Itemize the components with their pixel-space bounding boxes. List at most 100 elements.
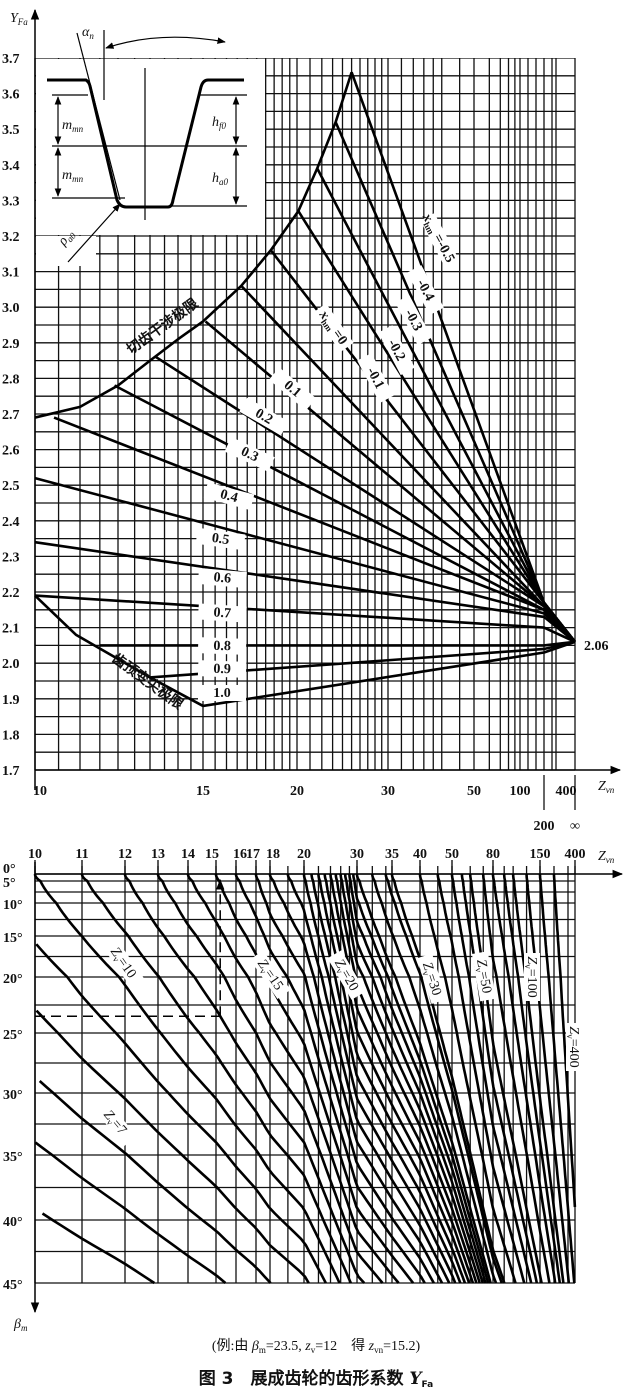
series-label: 0.5 — [211, 531, 230, 548]
label-background — [269, 367, 317, 411]
label-background — [195, 527, 246, 551]
series-line-xhm-0_6 — [34, 540, 576, 643]
zv-line-label: Zv=7 — [99, 1108, 129, 1139]
bottom-chart-axes: βm Zvn 10 11 12 13 14 15 16 17 18 20 30 35 40 50 80 150… — [3, 847, 624, 1333]
x-tick-label: 30 — [350, 847, 364, 862]
figure-title-text: 图 3 展成齿轮的齿形系数 — [199, 1368, 410, 1389]
series-label: 0.8 — [213, 639, 231, 655]
tooth-profile — [47, 78, 244, 209]
beta-tick-label: 10° — [3, 898, 23, 913]
x-tick-label: 400 — [556, 784, 577, 799]
zv-line-120 — [525, 873, 571, 1284]
x-tick-label: 10 — [28, 847, 42, 862]
beta-tick-label: 35° — [3, 1150, 23, 1165]
blank-area — [0, 0, 629, 58]
zv-line-23 — [323, 873, 471, 1284]
y-tick-label: 2.0 — [2, 657, 20, 672]
zv-line-40 — [418, 873, 517, 1284]
y-tick-label: 2.1 — [2, 622, 20, 637]
addendum-label: ha0 — [212, 171, 229, 187]
y-tick-label: 1.7 — [2, 764, 20, 779]
label-background — [378, 325, 415, 376]
x-tick-label: 50 — [445, 847, 459, 862]
zv-line-35 — [390, 873, 506, 1284]
beta-tick-label: 0° — [3, 862, 16, 877]
x-tick-label: 80 — [486, 847, 500, 862]
zv-line-70 — [481, 873, 551, 1284]
label-background — [327, 950, 366, 1000]
x-tick-label: 14 — [181, 847, 195, 862]
zv-line-10 — [33, 873, 341, 1284]
beta-tick-label: 30° — [3, 1088, 23, 1103]
x-tick-label: 100 — [510, 784, 531, 799]
bottom-chart-grid — [34, 866, 576, 1284]
y-axis-label: YFa — [10, 11, 28, 27]
label-background — [249, 950, 291, 999]
zv-line-14 — [186, 873, 400, 1284]
top-chart-axes: YFa Zvn 2.06 1.7 1.8 1.9 2.0 2.1 2.2 2.3 2.4 2.5… — [2, 8, 622, 834]
zv-line-34 — [384, 873, 503, 1284]
beta-tick-label: 15° — [3, 931, 23, 946]
x-tick-label: 400 — [565, 847, 586, 862]
zv-line-29 — [352, 873, 490, 1284]
y-tick-label: 1.9 — [2, 693, 20, 708]
x-tick-label: 15 — [205, 847, 219, 862]
y-tick-label: 3.3 — [2, 194, 20, 209]
label-background — [197, 660, 247, 678]
x-axis-label: Zvn — [598, 779, 615, 795]
angle-arc — [105, 36, 226, 49]
y-tick-label: 2.3 — [2, 550, 20, 565]
y-tick-label: 3.2 — [2, 230, 20, 245]
label-background — [471, 951, 496, 1002]
x-tick-label: 10 — [33, 784, 47, 799]
zv-line-12 — [123, 873, 366, 1284]
zv-line-label: Zv=400 — [565, 1026, 581, 1067]
zv-line-50 — [450, 873, 533, 1284]
module-label: mmn — [62, 168, 84, 184]
x-tick-label: 15 — [196, 784, 210, 799]
zv-line-22 — [317, 873, 467, 1284]
zv-line-60 — [468, 873, 543, 1284]
zv-line-13 — [156, 873, 384, 1284]
label-background — [312, 303, 354, 352]
beta-axis-label: βm — [13, 1317, 28, 1333]
series-label: 0.9 — [213, 662, 231, 678]
label-background — [224, 436, 275, 472]
zv-line-20 — [302, 873, 457, 1284]
zv-line-label: Zv=50 — [472, 958, 494, 994]
y-tick-label: 3.0 — [2, 301, 20, 316]
x-tick-label: 12 — [118, 847, 132, 862]
zv-line-11 — [80, 873, 352, 1284]
zv-line-19 — [286, 873, 451, 1284]
x-tick-label: 35 — [385, 847, 399, 862]
label-background — [357, 353, 394, 404]
x-tick-label: 150 — [530, 847, 551, 862]
beta-tick-label: 25° — [3, 1028, 23, 1043]
infinity-value-label: 2.06 — [584, 639, 609, 654]
label-background — [93, 1098, 137, 1146]
zv-line-27 — [343, 873, 484, 1284]
zv-line-16 — [234, 873, 426, 1284]
y-tick-label: 2.6 — [2, 444, 20, 459]
zv-line-21 — [310, 873, 462, 1284]
y-tick-label: 3.5 — [2, 123, 20, 138]
label-background — [102, 938, 144, 987]
y-tick-label: 2.8 — [2, 372, 20, 387]
y-tick-label: 1.8 — [2, 728, 20, 743]
undercut-limit-curve — [34, 71, 353, 419]
series-line-xhm-0 — [240, 284, 576, 643]
top-chart-grid — [0, 0, 629, 771]
figure-title: 图 3 展成齿轮的齿形系数 YFa — [199, 1368, 434, 1390]
beta-tick-label: 40° — [3, 1215, 23, 1230]
series-label: 0.6 — [213, 570, 232, 586]
label-background — [197, 637, 247, 655]
zv-line-17 — [254, 873, 435, 1284]
label-background — [416, 953, 447, 1005]
zv-line-80 — [491, 873, 557, 1284]
zv-line-25 — [334, 873, 478, 1284]
zv-line-6 — [34, 1141, 227, 1284]
label-background — [203, 482, 255, 511]
zv-line-45 — [436, 873, 526, 1284]
y-tick-label: 2.9 — [2, 337, 20, 352]
zv-line-28 — [348, 873, 487, 1284]
